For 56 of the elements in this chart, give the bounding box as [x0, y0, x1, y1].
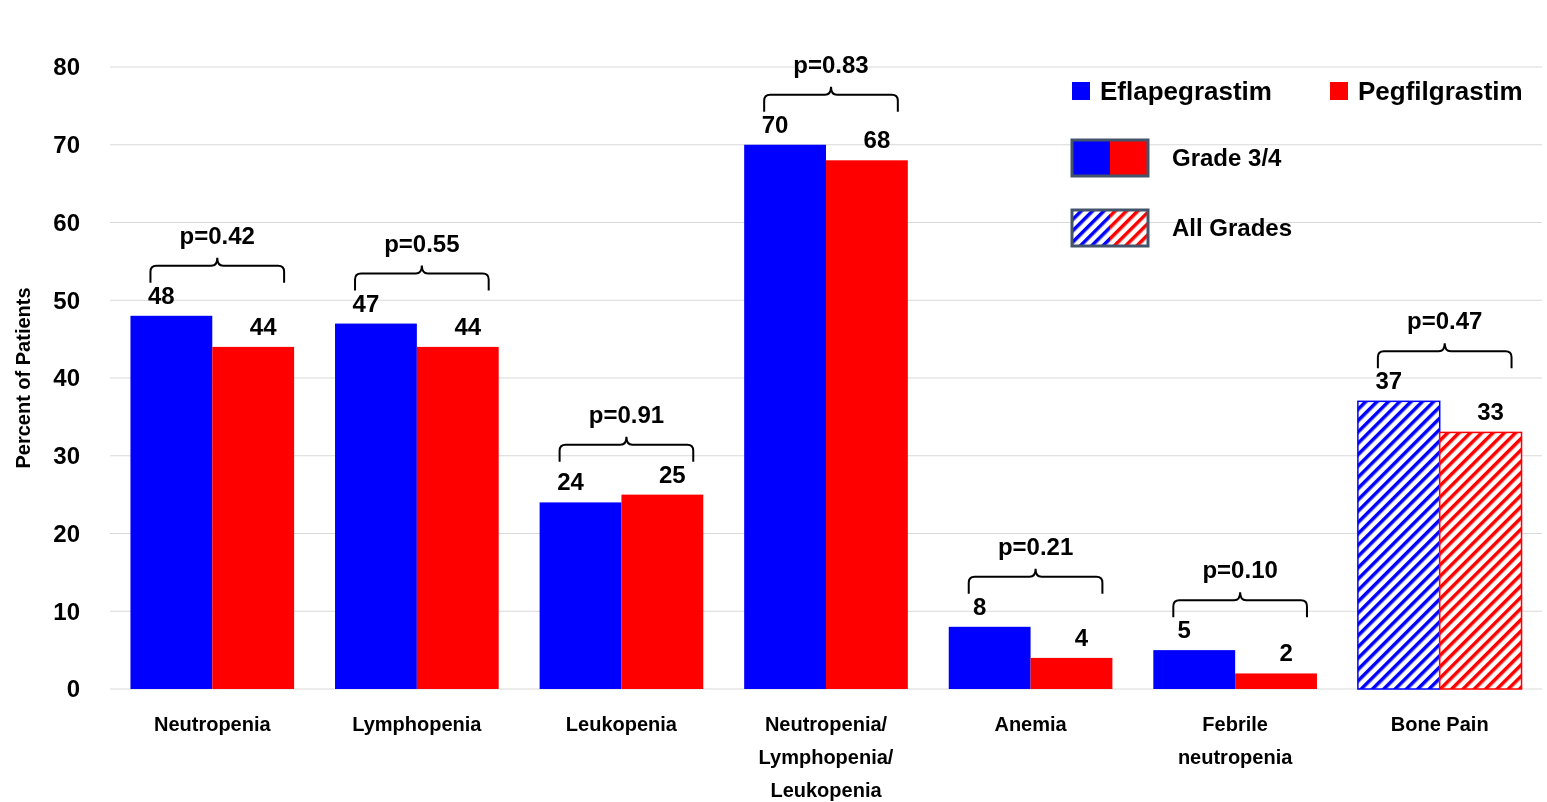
data-label: 47	[352, 289, 380, 317]
bar	[621, 494, 704, 689]
annotation: Grade 3/4	[1172, 144, 1283, 172]
data-label: 8	[972, 592, 987, 620]
bar	[1235, 673, 1317, 689]
bar	[1438, 431, 1523, 690]
data-label: 2	[1279, 639, 1293, 667]
bar	[1030, 657, 1113, 689]
bar	[416, 346, 499, 689]
annotation: All Grades	[1172, 214, 1293, 242]
data-label: 4	[1074, 623, 1089, 651]
legend-label: Eflapegrastim	[1100, 76, 1272, 107]
data-label: 44	[454, 312, 482, 340]
bar	[539, 502, 622, 689]
data-label: 37	[1375, 367, 1403, 395]
y-tick-label: 70	[53, 131, 80, 159]
data-label: 24	[557, 468, 585, 496]
data-label: 70	[761, 110, 789, 138]
bar	[130, 315, 213, 689]
x-tick-label: Leukopenia	[565, 713, 678, 735]
y-tick-label: 10	[53, 597, 80, 625]
y-tick-label: 20	[53, 519, 80, 547]
data-label: 33	[1477, 398, 1504, 426]
legend-label: Pegfilgrastim	[1358, 76, 1523, 107]
annotation: p=0.55	[384, 229, 460, 257]
y-tick-label: 60	[53, 208, 80, 236]
x-tick-label: Neutropenia/ Lymphopenia/ Leukopenia	[758, 713, 894, 801]
y-axis-title: Percent of Patients	[12, 287, 34, 469]
y-tick-label: 40	[53, 364, 80, 392]
data-label: 44	[249, 312, 278, 340]
annotation: p=0.21	[997, 532, 1074, 560]
x-tick-label: Neutropenia	[153, 713, 272, 735]
x-tick-label: Lymphopenia	[352, 713, 483, 735]
annotation: p=0.42	[179, 221, 255, 249]
x-tick-label: Anemia	[994, 713, 1068, 735]
bar	[744, 144, 826, 689]
y-tick-label: 50	[53, 286, 80, 314]
bar	[1357, 400, 1441, 690]
y-tick-label: 80	[53, 53, 80, 81]
data-label: 25	[658, 460, 686, 488]
data-label: 5	[1177, 616, 1191, 644]
x-tick-label: Febrile neutropenia	[1177, 713, 1294, 768]
annotation: p=0.10	[1202, 556, 1278, 584]
x-tick-label: Bone Pain	[1390, 713, 1489, 735]
annotation: p=0.47	[1407, 307, 1483, 335]
bar	[1153, 650, 1236, 689]
bar	[335, 323, 417, 689]
data-label: 68	[863, 126, 891, 154]
data-label: 48	[148, 281, 175, 309]
y-tick-label: 30	[53, 442, 80, 470]
bar	[826, 160, 908, 689]
y-tick-label: 0	[66, 675, 80, 703]
bar	[948, 626, 1031, 689]
annotation: p=0.91	[588, 400, 665, 428]
annotation: p=0.83	[793, 50, 869, 78]
bar	[212, 346, 295, 689]
